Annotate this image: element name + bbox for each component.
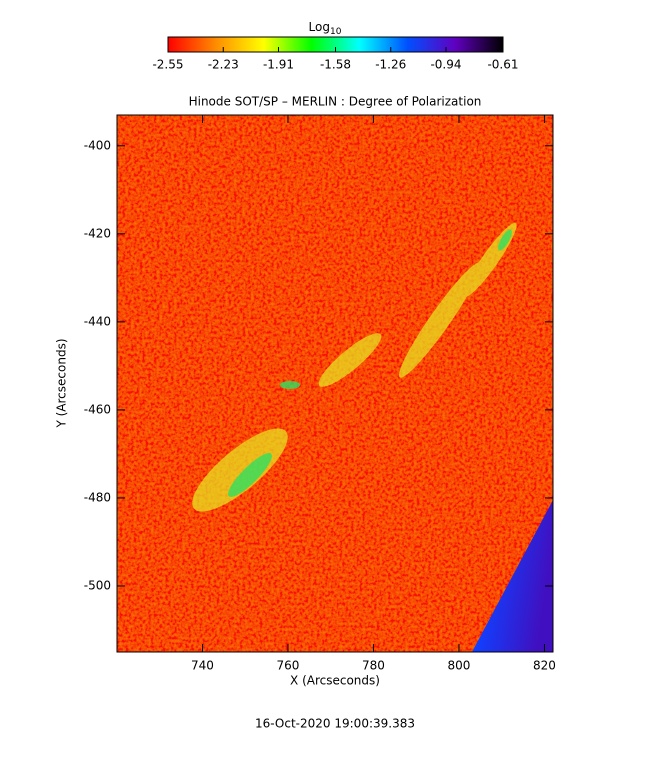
footer-timestamp: 16-Oct-2020 19:00:39.383	[255, 717, 415, 731]
colorbar-tick-label: -0.94	[430, 58, 461, 72]
x-tick-label: 780	[362, 659, 385, 673]
colorbar-tick-label: -2.55	[152, 58, 183, 72]
colorbar-label: Log10	[309, 20, 342, 37]
y-tick-label: -480	[84, 490, 111, 504]
x-tick-label: 760	[277, 659, 300, 673]
y-tick-label: -500	[84, 578, 111, 592]
colorbar-tick-label: -1.26	[375, 58, 406, 72]
y-tick-label: -420	[84, 226, 111, 240]
x-tick-label: 800	[448, 659, 471, 673]
y-tick-label: -440	[84, 314, 111, 328]
x-axis-label: X (Arcseconds)	[290, 674, 380, 688]
colorbar-tick-label: -1.91	[263, 58, 294, 72]
y-tick-label: -460	[84, 402, 111, 416]
colorbar-tick-label: -0.61	[487, 58, 518, 72]
x-tick-label: 820	[533, 659, 556, 673]
y-tick-label: -400	[84, 138, 111, 152]
colorbar-tick-label: -2.23	[208, 58, 239, 72]
chart-title: Hinode SOT/SP – MERLIN : Degree of Polar…	[189, 95, 482, 109]
heatmap-image	[117, 115, 553, 652]
y-axis-label: Y (Arcseconds)	[55, 338, 69, 428]
x-tick-label: 740	[191, 659, 214, 673]
plot-frame	[116, 114, 554, 653]
colorbar-tick-label: -1.58	[320, 58, 351, 72]
